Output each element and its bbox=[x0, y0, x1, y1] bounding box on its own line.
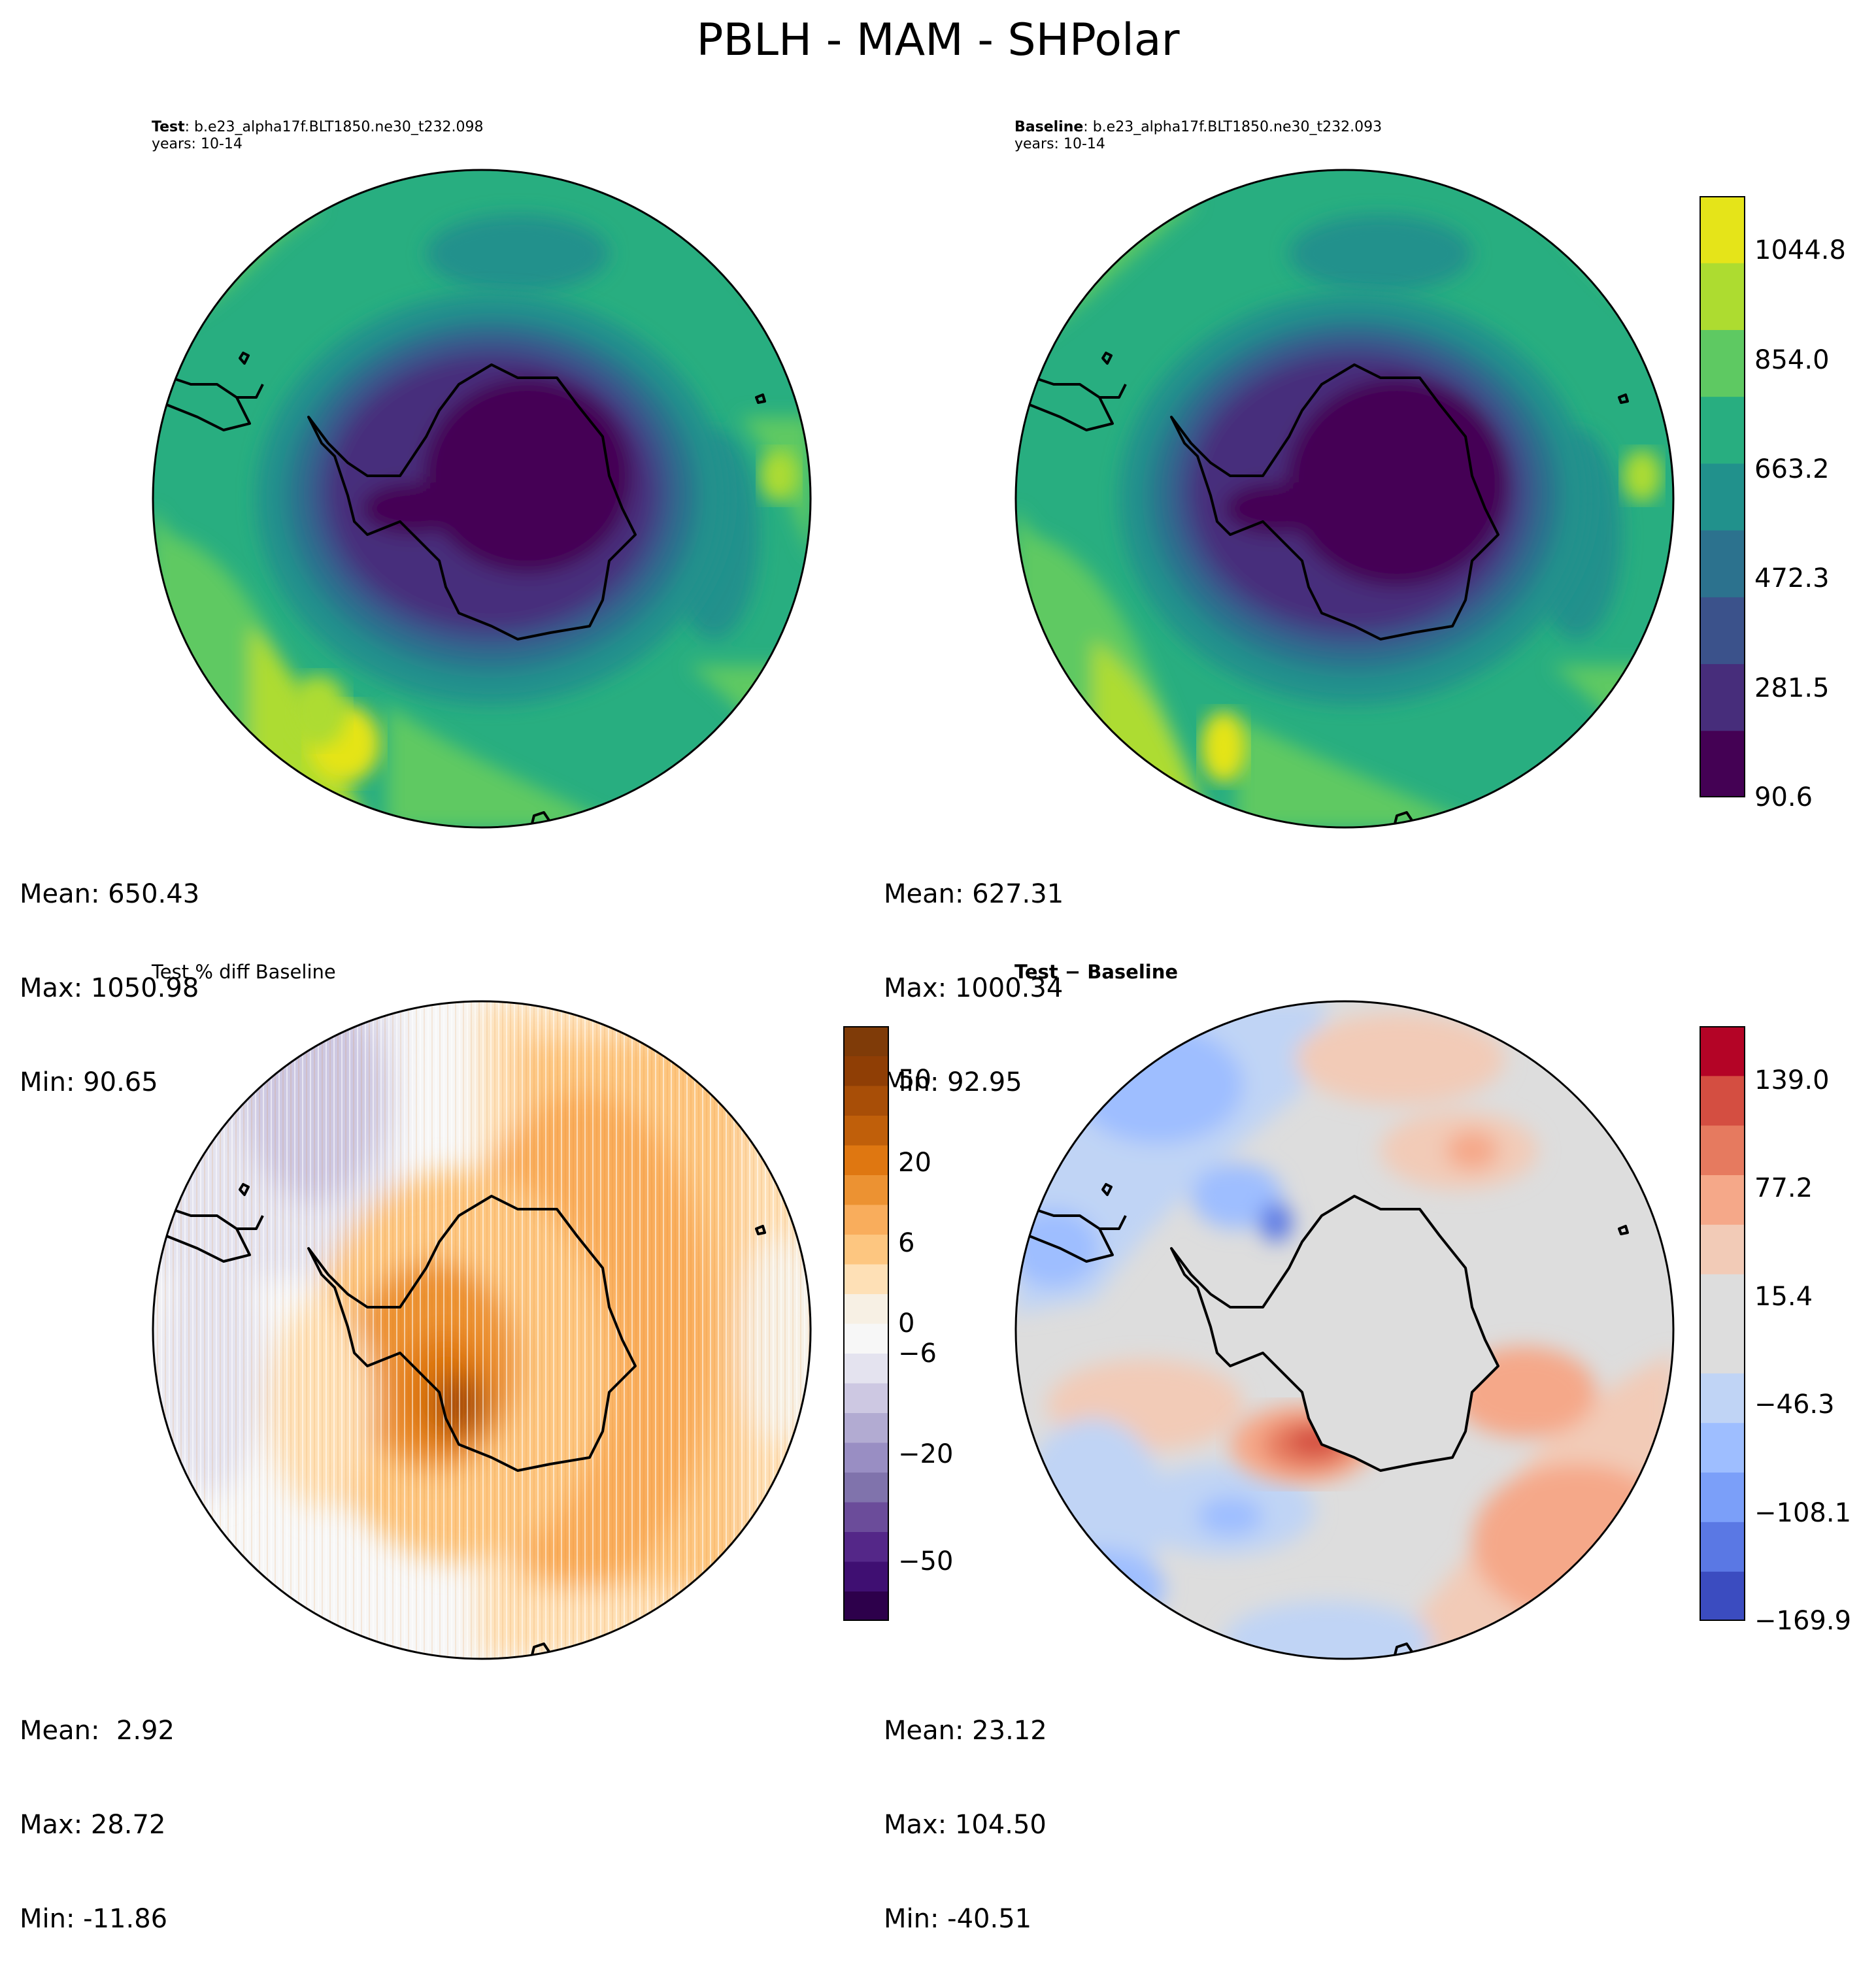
diff-colorbar-tick-label: 77.2 bbox=[1754, 1173, 1813, 1204]
pct-colorbar-color-band bbox=[843, 1442, 889, 1473]
pct-colorbar-color-band bbox=[843, 1383, 889, 1413]
pct-colorbar-color-band bbox=[843, 1234, 889, 1265]
main-colorbar-color-band bbox=[1700, 663, 1745, 731]
baseline-map bbox=[1014, 169, 1675, 829]
diff-colorbar-tick-label: −108.1 bbox=[1754, 1497, 1852, 1528]
diff-colorbar-color-band bbox=[1700, 1422, 1745, 1473]
pct-colorbar-color-band bbox=[843, 1086, 889, 1116]
test-label: Test bbox=[152, 119, 185, 135]
test-map bbox=[152, 169, 812, 829]
pct-colorbar-color-band bbox=[843, 1115, 889, 1146]
diff-colorbar-color-band bbox=[1700, 1175, 1745, 1225]
diff-max: Max: 104.50 bbox=[884, 1810, 1047, 1840]
diff-title: Test − Baseline bbox=[1014, 961, 1179, 983]
pct-colorbar-color-band bbox=[843, 1324, 889, 1354]
diff-colorbar-color-band bbox=[1700, 1274, 1745, 1324]
main-colorbar-labels: 90.6 281.5 472.3 663.2 854.0 1044.8 bbox=[1754, 196, 1872, 812]
pct-diff-map bbox=[152, 1000, 812, 1660]
pct-colorbar-color-band bbox=[843, 1205, 889, 1235]
pct-diff-stats: Mean: 2.92 Max: 28.72 Min: -11.86 bbox=[20, 1652, 175, 1966]
diff-colorbar-labels: −169.9 −108.1 −46.3 15.4 77.2 139.0 bbox=[1754, 1026, 1872, 1636]
diff-colorbar-color-band bbox=[1700, 1522, 1745, 1572]
diff-colorbar-tick-label: −46.3 bbox=[1754, 1390, 1835, 1420]
baseline-years: years: 10-14 bbox=[1014, 136, 1105, 152]
diff-colorbar-color-band bbox=[1700, 1472, 1745, 1522]
pct-colorbar-color-band bbox=[843, 1353, 889, 1384]
pct-colorbar-color-band bbox=[843, 1531, 889, 1562]
main-colorbar-color-band bbox=[1700, 329, 1745, 397]
figure-title: PBLH - MAM - SHPolar bbox=[696, 14, 1180, 66]
main-colorbar-color-band bbox=[1700, 530, 1745, 597]
pct-colorbar-color-band bbox=[843, 1145, 889, 1175]
diff-map bbox=[1014, 1000, 1675, 1660]
baseline-max: Max: 1000.34 bbox=[884, 973, 1064, 1003]
main-colorbar-color-band bbox=[1700, 263, 1745, 330]
diff-colorbar-color-band bbox=[1700, 1571, 1745, 1621]
diff-mean: Mean: 23.12 bbox=[884, 1716, 1047, 1746]
pct-colorbar-tick-label: 20 bbox=[898, 1148, 931, 1178]
diff-colorbar-color-band bbox=[1700, 1373, 1745, 1424]
pct-colorbar-color-band bbox=[843, 1472, 889, 1503]
test-years: years: 10-14 bbox=[152, 136, 243, 152]
test-min: Min: 90.65 bbox=[20, 1067, 158, 1097]
pct-diff-title: Test % diff Baseline bbox=[152, 961, 336, 983]
test-mean: Mean: 650.43 bbox=[20, 879, 200, 909]
main-colorbar-tick-label: 1044.8 bbox=[1754, 235, 1846, 266]
pct-colorbar-color-band bbox=[843, 1175, 889, 1205]
pct-colorbar-labels: −50 −20 −6 0 6 20 50 bbox=[898, 1026, 990, 1621]
diff-colorbar-color-band bbox=[1700, 1026, 1745, 1076]
diff-colorbar bbox=[1700, 1026, 1745, 1621]
main-colorbar-color-band bbox=[1700, 597, 1745, 665]
test-case-name: : b.e23_alpha17f.BLT1850.ne30_t232.098 bbox=[184, 119, 484, 135]
test-panel-title: Test: b.e23_alpha17f.BLT1850.ne30_t232.0… bbox=[152, 119, 483, 153]
pct-diff-mean: Mean: 2.92 bbox=[20, 1716, 175, 1746]
main-colorbar-border bbox=[1700, 196, 1745, 797]
diff-colorbar-tick-label: 139.0 bbox=[1754, 1065, 1830, 1095]
pct-colorbar-tick-label: −20 bbox=[898, 1439, 954, 1470]
diff-colorbar-border bbox=[1700, 1026, 1745, 1621]
baseline-min: Min: 92.95 bbox=[884, 1067, 1022, 1097]
pct-colorbar-tick-label: −50 bbox=[898, 1546, 954, 1576]
pct-colorbar-tick-label: 50 bbox=[898, 1064, 931, 1095]
diff-colorbar-color-band bbox=[1700, 1324, 1745, 1374]
baseline-stats: Mean: 627.31 Max: 1000.34 Min: 92.95 bbox=[884, 816, 1064, 1129]
baseline-mean: Mean: 627.31 bbox=[884, 879, 1064, 909]
diff-colorbar-color-band bbox=[1700, 1125, 1745, 1175]
pct-colorbar-tick-label: 6 bbox=[898, 1228, 915, 1259]
diff-colorbar-color-band bbox=[1700, 1224, 1745, 1275]
pct-colorbar-tick-label: 0 bbox=[898, 1308, 915, 1339]
pct-diff-min: Min: -11.86 bbox=[20, 1904, 168, 1934]
main-colorbar-color-band bbox=[1700, 463, 1745, 531]
main-colorbar-color-band bbox=[1700, 196, 1745, 263]
main-colorbar-color-band bbox=[1700, 396, 1745, 464]
pct-colorbar-color-band bbox=[843, 1502, 889, 1532]
pct-colorbar-color-band bbox=[843, 1591, 889, 1621]
test-stats: Mean: 650.43 Max: 1050.98 Min: 90.65 bbox=[20, 816, 199, 1129]
main-colorbar-tick-label: 472.3 bbox=[1754, 563, 1830, 594]
pct-colorbar-tick-label: −6 bbox=[898, 1338, 937, 1369]
main-colorbar-tick-label: 854.0 bbox=[1754, 344, 1830, 375]
diff-colorbar-tick-label: 15.4 bbox=[1754, 1281, 1813, 1312]
baseline-label: Baseline bbox=[1014, 119, 1084, 135]
main-colorbar-tick-label: 281.5 bbox=[1754, 673, 1830, 703]
main-colorbar-tick-label: 90.6 bbox=[1754, 782, 1813, 812]
diff-colorbar-tick-label: −169.9 bbox=[1754, 1606, 1852, 1636]
diff-min: Min: -40.51 bbox=[884, 1904, 1032, 1934]
baseline-panel-title: Baseline: b.e23_alpha17f.BLT1850.ne30_t2… bbox=[1014, 119, 1382, 153]
pct-colorbar-color-band bbox=[843, 1264, 889, 1294]
pct-colorbar-color-band bbox=[843, 1056, 889, 1086]
main-colorbar-color-band bbox=[1700, 730, 1745, 797]
pct-colorbar-color-band bbox=[843, 1293, 889, 1324]
pct-colorbar-color-band bbox=[843, 1026, 889, 1056]
test-max: Max: 1050.98 bbox=[20, 973, 199, 1003]
baseline-case-name: : b.e23_alpha17f.BLT1850.ne30_t232.093 bbox=[1083, 119, 1382, 135]
pct-colorbar bbox=[843, 1026, 889, 1621]
pct-colorbar-color-band bbox=[843, 1561, 889, 1591]
pct-diff-max: Max: 28.72 bbox=[20, 1810, 166, 1840]
main-colorbar bbox=[1700, 196, 1745, 797]
pct-colorbar-color-band bbox=[843, 1412, 889, 1443]
diff-stats: Mean: 23.12 Max: 104.50 Min: -40.51 bbox=[884, 1652, 1047, 1966]
main-colorbar-tick-label: 663.2 bbox=[1754, 454, 1830, 484]
diff-colorbar-color-band bbox=[1700, 1075, 1745, 1126]
